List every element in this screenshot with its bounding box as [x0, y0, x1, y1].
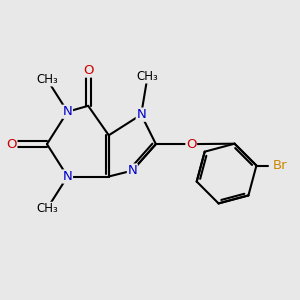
Text: N: N: [63, 105, 72, 118]
Text: CH₃: CH₃: [36, 202, 58, 215]
Text: O: O: [6, 138, 17, 151]
Text: O: O: [83, 64, 93, 77]
Text: N: N: [128, 164, 137, 177]
Text: CH₃: CH₃: [136, 70, 158, 83]
Text: O: O: [186, 138, 196, 151]
Text: CH₃: CH₃: [36, 73, 58, 86]
Text: N: N: [136, 108, 146, 121]
Text: N: N: [63, 170, 72, 183]
Text: Br: Br: [273, 159, 287, 172]
